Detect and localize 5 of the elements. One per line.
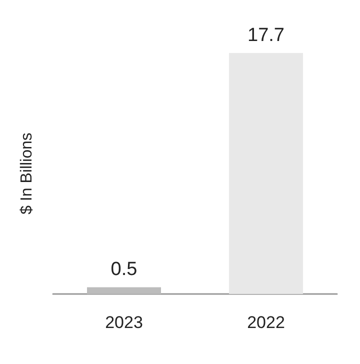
data-label: 0.5 — [110, 259, 138, 280]
x-tick-label: 2022 — [247, 313, 285, 332]
data-label: 17.7 — [248, 25, 284, 46]
x-tick-label: 2023 — [105, 313, 143, 332]
y-axis-title: $ In Billions — [18, 132, 36, 214]
